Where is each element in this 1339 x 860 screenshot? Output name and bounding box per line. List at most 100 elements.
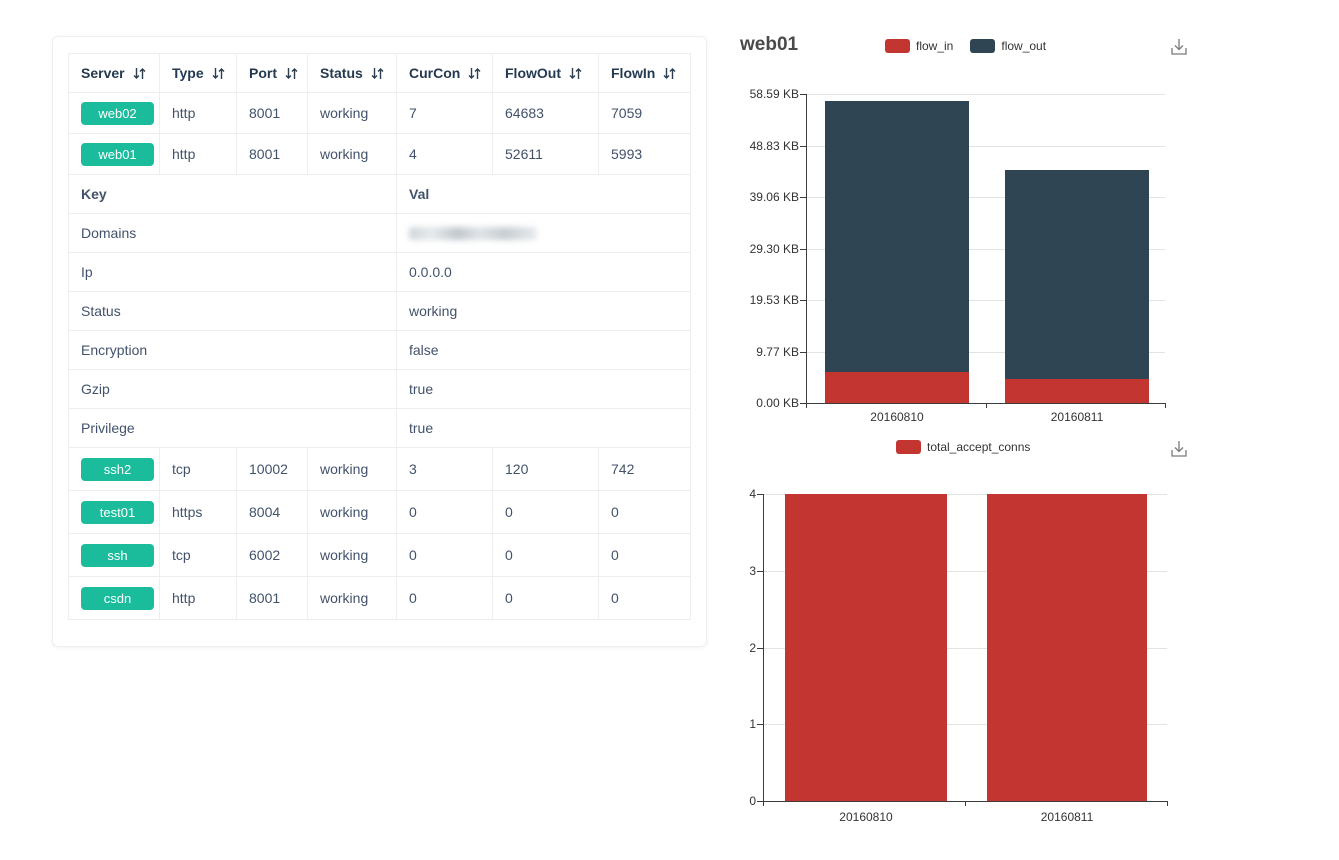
legend-swatch-flow-in xyxy=(885,39,910,53)
gridline xyxy=(806,248,1165,250)
y-axis-label: 58.59 KB xyxy=(749,87,799,101)
bar-segment-total_accept_conns[interactable] xyxy=(987,494,1147,801)
kv-row: Encryption false xyxy=(68,330,691,370)
col-header-status[interactable]: Status xyxy=(307,53,397,93)
gridline xyxy=(763,570,1167,572)
cell-type: http xyxy=(159,92,237,134)
y-axis-label: 39.06 KB xyxy=(749,190,799,204)
server-badge[interactable]: ssh xyxy=(81,543,154,567)
flow-chart-legend: flow_in flow_out xyxy=(885,39,1046,53)
cell-status: working xyxy=(307,447,397,491)
kv-val: true xyxy=(396,369,691,409)
x-axis-line xyxy=(757,801,1167,802)
cell-flowout: 52611 xyxy=(492,133,599,175)
server-badge[interactable]: csdn xyxy=(81,586,154,610)
kv-row: Privilege true xyxy=(68,408,691,448)
cell-port: 8001 xyxy=(236,92,308,134)
x-axis-label: 20160810 xyxy=(870,410,924,424)
y-axis-line xyxy=(806,94,807,403)
cell-status: working xyxy=(307,490,397,534)
col-header-port[interactable]: Port xyxy=(236,53,308,93)
bar-segment-flow_in[interactable] xyxy=(825,371,969,403)
kv-key: Domains xyxy=(68,213,397,253)
sort-icon xyxy=(569,68,582,79)
kv-val: 0.0.0.0 xyxy=(396,252,691,292)
x-axis-label: 20160811 xyxy=(1050,410,1104,424)
gridline xyxy=(806,300,1165,301)
bar-segment-flow_in[interactable] xyxy=(1005,379,1149,403)
server-badge[interactable]: ssh2 xyxy=(81,457,154,481)
table-row: ssh tcp 6002 working 0 0 0 xyxy=(68,533,691,577)
y-axis-label: 29.30 KB xyxy=(749,241,799,256)
col-label: Status xyxy=(320,65,363,81)
cell-flowout: 0 xyxy=(492,533,599,577)
y-axis-label: 0.00 KB xyxy=(756,396,799,410)
sort-icon xyxy=(371,68,384,79)
legend-item-flow-in[interactable]: flow_in xyxy=(885,39,953,53)
col-label: Port xyxy=(249,65,277,81)
col-header-flowin[interactable]: FlowIn xyxy=(598,53,691,93)
legend-item-flow-out[interactable]: flow_out xyxy=(970,39,1046,53)
col-label: FlowIn xyxy=(611,65,656,81)
sort-icon xyxy=(285,68,298,79)
kv-key: Gzip xyxy=(68,369,397,409)
save-as-image-icon[interactable] xyxy=(1168,36,1190,58)
cell-port: 6002 xyxy=(236,533,308,577)
gridline xyxy=(806,351,1165,353)
kv-key: Status xyxy=(68,291,397,331)
servers-table: Server Type Port Status CurCon FlowOut F… xyxy=(68,53,691,620)
col-header-curcon[interactable]: CurCon xyxy=(396,53,493,93)
col-label: CurCon xyxy=(409,65,461,81)
cell-flowout: 64683 xyxy=(492,92,599,134)
cell-port: 8004 xyxy=(236,490,308,534)
domains-value-redacted xyxy=(409,226,537,240)
y-axis-label: 19.53 KB xyxy=(749,293,799,307)
col-header-flowout[interactable]: FlowOut xyxy=(492,53,599,93)
table-row: ssh2 tcp 10002 working 3 120 742 xyxy=(68,447,691,491)
x-axis-tick xyxy=(985,403,987,408)
kv-header-val: Val xyxy=(396,174,691,214)
cell-flowout: 0 xyxy=(492,576,599,620)
y-axis-tick xyxy=(757,494,763,495)
conns-chart-legend: total_accept_conns xyxy=(896,440,1030,454)
gridline xyxy=(806,197,1165,198)
y-axis-tick xyxy=(757,647,763,649)
chart-title: web01 xyxy=(740,34,799,55)
col-header-server[interactable]: Server xyxy=(68,53,160,93)
legend-label: total_accept_conns xyxy=(927,440,1031,454)
bar-segment-flow_out[interactable] xyxy=(1005,169,1149,380)
legend-label: flow_out xyxy=(1001,39,1047,53)
kv-val: working xyxy=(396,291,691,331)
server-badge[interactable]: test01 xyxy=(81,500,154,524)
gridline xyxy=(763,494,1167,495)
y-axis-label: 2 xyxy=(749,640,756,655)
cell-status: working xyxy=(307,133,397,175)
y-axis-label: 0 xyxy=(749,794,756,808)
bar-segment-total_accept_conns[interactable] xyxy=(785,494,947,801)
server-badge[interactable]: web01 xyxy=(81,142,154,166)
col-label: Type xyxy=(172,65,204,81)
col-label: FlowOut xyxy=(505,65,561,81)
bar-segment-flow_out[interactable] xyxy=(825,101,969,372)
sort-icon xyxy=(663,68,676,79)
cell-status: working xyxy=(307,533,397,577)
y-axis-label: 3 xyxy=(749,563,756,578)
cell-flowin: 7059 xyxy=(598,92,691,134)
col-header-type[interactable]: Type xyxy=(159,53,237,93)
kv-key: Privilege xyxy=(68,408,397,448)
save-as-image-icon[interactable] xyxy=(1168,438,1190,460)
y-axis-label: 1 xyxy=(749,717,756,732)
gridline xyxy=(763,724,1167,726)
legend-item-total-accept-conns[interactable]: total_accept_conns xyxy=(896,440,1030,454)
kv-header-key: Key xyxy=(68,174,397,214)
kv-val: true xyxy=(396,408,691,448)
server-badge[interactable]: web02 xyxy=(81,101,154,125)
cell-flowin: 0 xyxy=(598,490,691,534)
sort-icon xyxy=(212,68,225,79)
y-axis-label: 9.77 KB xyxy=(756,344,799,359)
kv-row: Status working xyxy=(68,291,691,331)
cell-flowin: 5993 xyxy=(598,133,691,175)
kv-key: Ip xyxy=(68,252,397,292)
y-axis-tick xyxy=(800,300,806,301)
cell-curcon: 4 xyxy=(396,133,493,175)
